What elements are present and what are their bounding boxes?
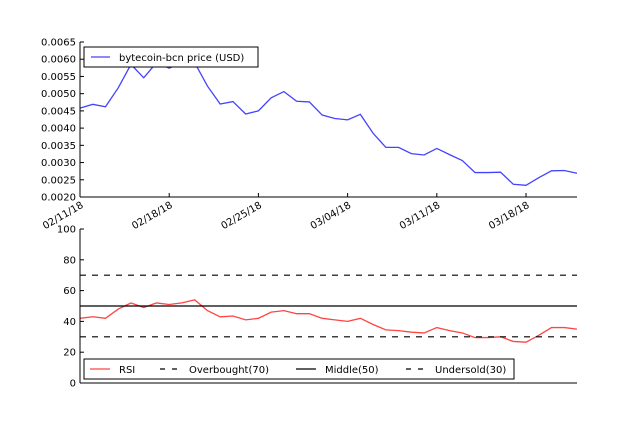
y-tick-label: 80 — [63, 255, 76, 266]
x-tick-label: 03/04/18 — [309, 200, 353, 232]
price-plot-area — [80, 42, 577, 197]
y-tick-label: 0 — [70, 379, 76, 390]
price-legend: bytecoin-bcn price (USD) — [83, 46, 259, 68]
legend-label: bytecoin-bcn price (USD) — [119, 53, 244, 64]
y-tick-label: 0.0045 — [41, 106, 76, 117]
legend-label: RSI — [119, 365, 135, 376]
rsi-axes: 0 20 40 60 80 100 RSI Overbought(70) Middle(50) U… — [57, 225, 578, 390]
legend-label: Undersold(30) — [435, 365, 506, 376]
y-tick-label: 0.0035 — [41, 141, 76, 152]
y-tick-label: 0.0025 — [41, 175, 76, 186]
legend-box — [83, 46, 259, 68]
x-tick-label: 02/25/18 — [220, 200, 264, 232]
y-tick-label: 60 — [63, 286, 76, 297]
y-tick-label: 40 — [63, 317, 76, 328]
y-tick-label: 0.0020 — [41, 193, 76, 204]
y-tick-label: 0.0030 — [41, 158, 76, 169]
x-tick-label: 02/18/18 — [130, 200, 174, 232]
rsi-line — [79, 299, 578, 343]
rsi-legend: RSI Overbought(70) Middle(50) Undersold(30) — [83, 358, 515, 380]
y-tick-label: 0.0065 — [41, 38, 76, 49]
y-tick-label: 0.0055 — [41, 72, 76, 83]
price-axes: 0.0020 0.0025 0.0030 0.0035 0.0040 0.0045 0.00… — [41, 38, 578, 232]
y-tick-label: 100 — [57, 225, 76, 236]
y-tick-label: 0.0060 — [41, 55, 76, 66]
legend-label: Middle(50) — [325, 365, 379, 376]
x-tick-label: 03/11/18 — [398, 200, 442, 232]
y-tick-label: 20 — [63, 348, 76, 359]
legend-label: Overbought(70) — [189, 365, 269, 376]
x-tick-label: 03/18/18 — [487, 200, 531, 232]
y-tick-label: 0.0040 — [41, 124, 76, 135]
y-tick-label: 0.0050 — [41, 89, 76, 100]
